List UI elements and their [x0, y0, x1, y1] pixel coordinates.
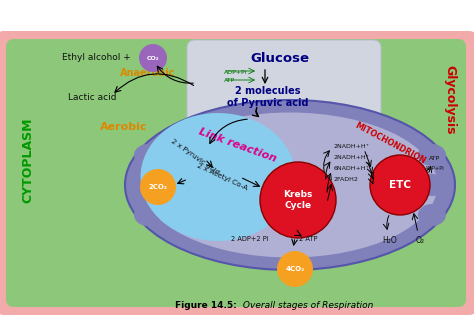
- Text: ATP: ATP: [429, 156, 441, 161]
- Text: ADP+Pi: ADP+Pi: [224, 70, 247, 75]
- Text: Figure 14.5:: Figure 14.5:: [175, 301, 237, 310]
- Ellipse shape: [134, 204, 162, 226]
- Circle shape: [277, 251, 313, 287]
- Text: Glycolysis: Glycolysis: [444, 65, 456, 135]
- Text: CO₂: CO₂: [147, 55, 159, 60]
- Text: MITOCHONDRION: MITOCHONDRION: [353, 121, 427, 165]
- Circle shape: [370, 155, 430, 215]
- Text: 2NADH+H⁺: 2NADH+H⁺: [334, 144, 370, 149]
- Text: Anaerobic: Anaerobic: [120, 68, 175, 78]
- Text: Glucose: Glucose: [250, 51, 310, 65]
- Circle shape: [260, 162, 336, 238]
- Ellipse shape: [418, 204, 446, 226]
- Ellipse shape: [418, 174, 446, 196]
- Ellipse shape: [418, 144, 446, 166]
- Text: ETC: ETC: [389, 180, 411, 190]
- Text: CYTOPLASM: CYTOPLASM: [21, 117, 35, 203]
- Text: 2 x Acetyl Co-A: 2 x Acetyl Co-A: [196, 163, 248, 192]
- FancyBboxPatch shape: [0, 31, 474, 315]
- Text: Krebs
Cycle: Krebs Cycle: [283, 190, 313, 210]
- Text: 2NADH+H⁺: 2NADH+H⁺: [334, 155, 370, 160]
- Circle shape: [139, 44, 167, 72]
- Text: 6NADH+H⁺: 6NADH+H⁺: [334, 166, 370, 171]
- Text: 4CO₂: 4CO₂: [285, 266, 305, 272]
- Text: Overall stages of Respiration: Overall stages of Respiration: [240, 301, 374, 310]
- Text: H₂O: H₂O: [383, 236, 397, 245]
- Text: Aerobic: Aerobic: [100, 122, 147, 132]
- FancyBboxPatch shape: [187, 40, 381, 128]
- Text: ATP: ATP: [224, 78, 235, 83]
- Text: Lactic acid: Lactic acid: [68, 93, 117, 101]
- Text: 2 x Pyruvic acid: 2 x Pyruvic acid: [170, 138, 220, 176]
- Text: 2CO₂: 2CO₂: [148, 184, 167, 190]
- Ellipse shape: [134, 144, 162, 166]
- Text: O₂: O₂: [416, 236, 425, 245]
- Ellipse shape: [140, 113, 295, 241]
- FancyBboxPatch shape: [6, 39, 466, 307]
- Ellipse shape: [134, 174, 162, 196]
- Text: ADP+Pi: ADP+Pi: [425, 166, 445, 171]
- Ellipse shape: [143, 112, 438, 257]
- Text: Ethyl alcohol +: Ethyl alcohol +: [62, 54, 134, 62]
- Text: Link reaction: Link reaction: [198, 126, 278, 164]
- Text: 2 ADP+2 Pi: 2 ADP+2 Pi: [231, 236, 269, 242]
- Text: 2 ATP: 2 ATP: [299, 236, 317, 242]
- Text: 2 molecules
of Pyruvic acid: 2 molecules of Pyruvic acid: [227, 86, 309, 108]
- Text: 2FADH2: 2FADH2: [334, 177, 359, 182]
- Ellipse shape: [125, 100, 455, 270]
- Circle shape: [140, 169, 176, 205]
